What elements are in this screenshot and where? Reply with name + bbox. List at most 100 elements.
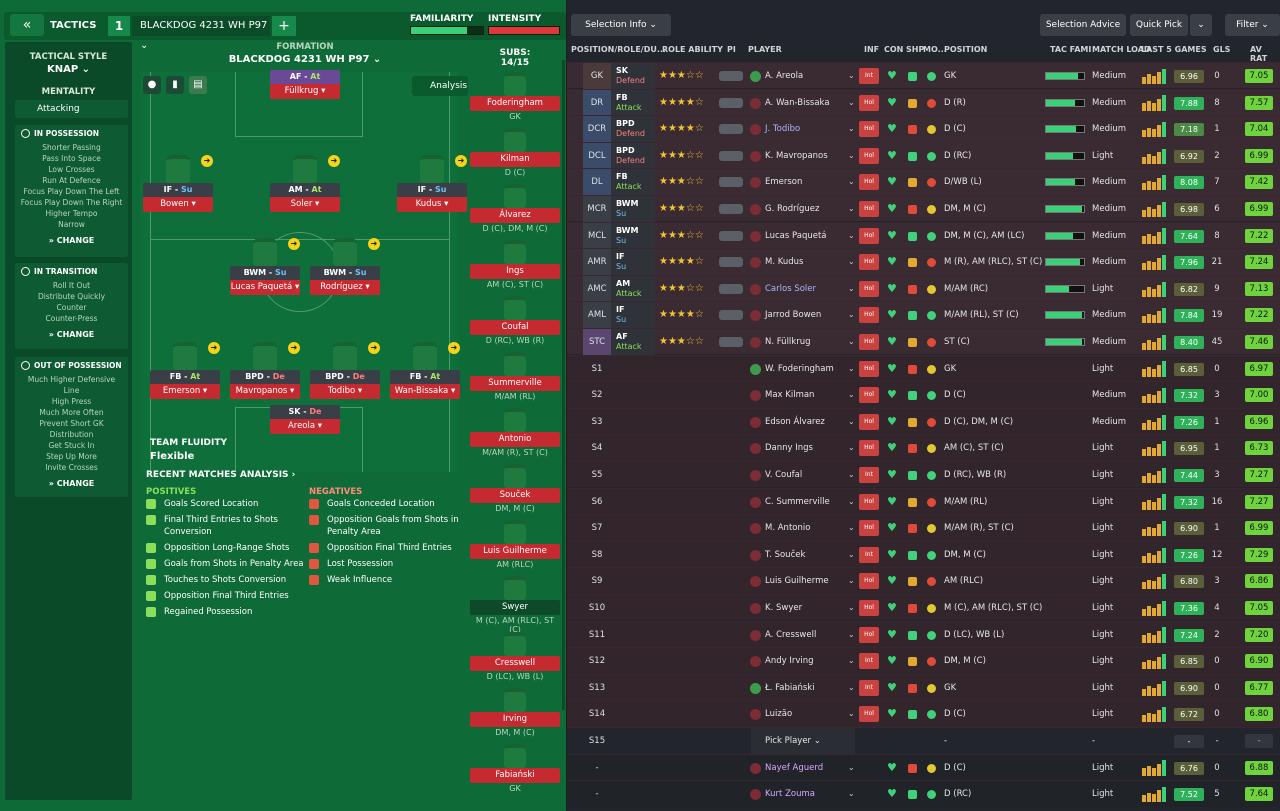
change-in-transition-button[interactable]: » CHANGE bbox=[48, 330, 95, 339]
tactic-name-dropdown[interactable]: BLACKDOG 4231 WH P97 ⌄ bbox=[132, 16, 270, 51]
table-row[interactable]: S15 Pick Player ⌄ - - - - - bbox=[567, 727, 1280, 754]
filter-button[interactable]: Filter ⌄ bbox=[1225, 14, 1280, 36]
player-dropdown-icon[interactable]: ⌄ bbox=[848, 470, 855, 479]
in-possession-box[interactable]: IN POSSESSION Shorter Passing Pass Into … bbox=[15, 125, 128, 257]
position-cell[interactable]: DCR bbox=[583, 116, 611, 143]
sub-player[interactable]: Cresswell D (LC), WB (L) bbox=[470, 632, 560, 681]
table-row[interactable]: STC AF Attack ★★★☆☆ N. Füllkrug ⌄ Hol ♥ ST (C) Me… bbox=[567, 328, 1280, 355]
table-row[interactable]: MCR BWM Su ★★★☆☆ G. Rodríguez ⌄ Hol ♥ DM, M (C) M… bbox=[567, 195, 1280, 222]
player-name[interactable]: Todibo ▾ bbox=[310, 384, 380, 399]
sub-player[interactable]: Fabiański GK bbox=[470, 744, 560, 793]
position-cell[interactable]: DL bbox=[583, 169, 611, 196]
player-dropdown-icon[interactable]: ⌄ bbox=[848, 629, 855, 639]
player-dropdown-icon[interactable]: ⌄ bbox=[848, 603, 855, 612]
player-dropdown-icon[interactable]: ⌄ bbox=[848, 283, 855, 293]
table-row[interactable]: GK SK Defend ★★★☆☆ A. Areola ⌄ Int ♥ GK Medium 6.9… bbox=[567, 62, 1280, 89]
sub-player[interactable]: Álvarez D (C), DM, M (C) bbox=[470, 184, 560, 233]
sub-player[interactable]: Kilman D (C) bbox=[470, 128, 560, 177]
table-row[interactable]: AML IF Su ★★★★☆ Jarrod Bowen ⌄ Hol ♥ M/AM (RL), … bbox=[567, 301, 1280, 329]
player-instructions-icon[interactable] bbox=[719, 230, 743, 241]
player-dropdown-icon[interactable]: ⌄ bbox=[848, 682, 855, 692]
position-cell[interactable]: S9 bbox=[591, 576, 603, 587]
position-cell[interactable]: AML bbox=[583, 302, 611, 329]
col-position-role[interactable]: POSITION/ROLE/DU... bbox=[571, 45, 666, 54]
table-row[interactable]: S2 Max Kilman ⌄ Hol ♥ D (C) Medium 7.32 3 7.00 bbox=[567, 381, 1280, 408]
role-cell[interactable]: SK Defend bbox=[611, 63, 655, 89]
pitch-player[interactable]: ➜ BPD - De Mavropanos ▾ bbox=[230, 342, 300, 399]
player-name[interactable]: Jarrod Bowen bbox=[765, 310, 822, 321]
player-role[interactable]: BPD - De bbox=[230, 370, 300, 384]
player-role[interactable]: AM - At bbox=[270, 183, 340, 197]
player-name[interactable]: Emerson ▾ bbox=[150, 384, 220, 399]
player-dropdown-icon[interactable]: ⌄ bbox=[848, 204, 855, 213]
position-cell[interactable]: S13 bbox=[588, 682, 606, 693]
sub-player[interactable]: Summerville M/AM (RL) bbox=[470, 352, 560, 401]
player-name[interactable]: Max Kilman bbox=[765, 390, 815, 401]
sub-name[interactable]: Kilman bbox=[470, 152, 560, 167]
player-dropdown-icon[interactable]: ⌄ bbox=[848, 656, 855, 666]
table-row[interactable]: S1 W. Foderingham ⌄ Hol ♥ GK Light 6.85 0 6.97 bbox=[567, 354, 1280, 381]
sub-name[interactable]: Álvarez bbox=[470, 208, 560, 223]
player-name[interactable]: Bowen ▾ bbox=[143, 197, 213, 212]
player-name[interactable]: W. Foderingham bbox=[765, 363, 834, 374]
player-dropdown-icon[interactable]: ⌄ bbox=[848, 337, 855, 346]
table-row[interactable]: S10 K. Swyer ⌄ Hol ♥ M (C), AM (RLC), ST (C) L… bbox=[567, 594, 1280, 621]
in-transition-box[interactable]: IN TRANSITION Roll It Out Distribute Qui… bbox=[15, 263, 128, 349]
selection-advice-button[interactable]: Selection Advice bbox=[1040, 14, 1126, 36]
pitch-player[interactable]: ➜ FB - At Emerson ▾ bbox=[150, 342, 220, 399]
pitch-player[interactable]: SK - De Areola ▾ bbox=[270, 405, 340, 434]
position-cell[interactable]: - bbox=[595, 762, 599, 773]
position-cell[interactable]: S12 bbox=[588, 656, 606, 667]
table-row[interactable]: - Nayef Aguerd ⌄ ♥ D (C) Light 6.76 0 6.88 bbox=[567, 753, 1280, 780]
sub-player[interactable]: Souček DM, M (C) bbox=[470, 464, 560, 513]
sub-name[interactable]: Luis Guilherme bbox=[470, 544, 560, 559]
position-cell[interactable]: S5 bbox=[591, 470, 603, 480]
style-value[interactable]: KNAP ⌄ bbox=[46, 64, 91, 75]
sub-name[interactable]: Irving bbox=[470, 712, 560, 727]
pitch-player[interactable]: ➜ AM - At Soler ▾ bbox=[270, 155, 340, 212]
position-cell[interactable]: S14 bbox=[588, 709, 606, 720]
position-cell[interactable]: STC bbox=[583, 329, 611, 355]
col-av-rat[interactable]: AV RAT bbox=[1250, 45, 1268, 63]
selection-info-dropdown[interactable]: Selection Info ⌄ bbox=[571, 14, 671, 36]
sub-name[interactable]: Swyer bbox=[470, 600, 560, 615]
sub-player[interactable]: Antonio M/AM (R), ST (C) bbox=[470, 408, 560, 457]
table-row[interactable]: S9 Luis Guilherme ⌄ Hol ♥ AM (RLC) Light 6.80 3 6… bbox=[567, 567, 1280, 594]
player-name[interactable]: Lucas Paquetá bbox=[765, 230, 827, 241]
player-name[interactable]: A. Wan-Bissaka bbox=[765, 97, 830, 108]
table-row[interactable]: S8 T. Souček ⌄ Int ♥ DM, M (C) Light 7.26 12 7.29 bbox=[567, 540, 1280, 568]
table-row[interactable]: S4 Danny Ings ⌄ Hol ♥ AM (C), ST (C) Light 6.95… bbox=[567, 434, 1280, 461]
table-row[interactable]: MCL BWM Su ★★★☆☆ Lucas Paquetá ⌄ Hol ♥ DM, M (C)… bbox=[567, 221, 1280, 249]
player-dropdown-icon[interactable]: ⌄ bbox=[848, 124, 855, 134]
role-cell[interactable]: IF Su bbox=[611, 249, 655, 276]
sub-player[interactable]: Foderingham GK bbox=[470, 72, 560, 121]
change-in-possession-button[interactable]: » CHANGE bbox=[48, 236, 95, 245]
pitch-player[interactable]: AF - At Füllkrug ▾ bbox=[270, 70, 340, 99]
table-row[interactable]: S6 C. Summerville ⌄ Hol ♥ M/AM (RL) Light 7.32 1… bbox=[567, 487, 1280, 514]
role-cell[interactable]: BWM Su bbox=[611, 222, 655, 249]
pitch-player[interactable]: ➜ IF - Su Bowen ▾ bbox=[143, 155, 213, 212]
col-pi[interactable]: PI bbox=[727, 45, 736, 54]
player-name[interactable]: Rodríguez ▾ bbox=[310, 280, 380, 295]
player-instructions-icon[interactable] bbox=[719, 204, 743, 214]
position-cell[interactable]: - bbox=[595, 789, 599, 800]
position-cell[interactable]: DCL bbox=[583, 142, 611, 169]
table-row[interactable]: S5 V. Coufal ⌄ Int ♥ D (RC), WB (R) Light 7.44 3… bbox=[567, 461, 1280, 488]
pitch-player[interactable]: ➜ BPD - De Todibo ▾ bbox=[310, 342, 380, 399]
table-row[interactable]: DR FB Attack ★★★★☆ A. Wan-Bissaka ⌄ Hol ♥ D (R) M… bbox=[567, 88, 1280, 116]
role-cell[interactable]: BPD Defend bbox=[611, 116, 655, 143]
player-name[interactable]: Danny Ings bbox=[765, 443, 813, 454]
player-dropdown-icon[interactable]: ⌄ bbox=[848, 177, 855, 187]
position-cell[interactable]: AMR bbox=[583, 249, 611, 276]
mentality-dropdown[interactable]: Attacking bbox=[15, 100, 128, 118]
player-name[interactable]: J. Todibo bbox=[765, 124, 801, 135]
player-instructions-icon[interactable] bbox=[719, 337, 743, 347]
sub-name[interactable]: Foderingham bbox=[470, 96, 560, 111]
col-shp[interactable]: SHP bbox=[906, 45, 925, 54]
position-cell[interactable]: S15 bbox=[588, 736, 606, 746]
col-player[interactable]: PLAYER bbox=[748, 45, 782, 54]
player-instructions-icon[interactable] bbox=[719, 124, 743, 135]
player-name[interactable]: V. Coufal bbox=[765, 470, 803, 480]
position-cell[interactable]: DR bbox=[583, 89, 611, 116]
formation-dropdown[interactable]: BLACKDOG 4231 WH P97 ⌄ bbox=[228, 54, 382, 65]
